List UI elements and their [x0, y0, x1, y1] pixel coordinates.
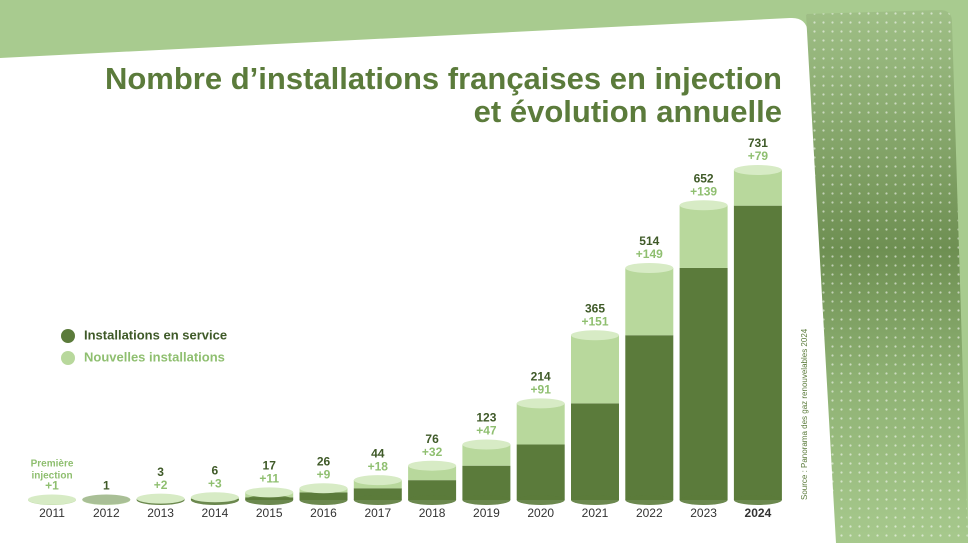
cylinder-top — [28, 495, 76, 505]
bar-segment — [680, 268, 728, 500]
legend-label: Installations en service — [84, 327, 227, 342]
total-label: 3 — [157, 465, 164, 479]
value-label: +149 — [636, 247, 663, 261]
total-label: 26 — [317, 454, 331, 468]
source: Source : Panorama des gaz renouvelables … — [800, 328, 809, 500]
bar-segment — [734, 206, 782, 500]
bar-segment — [462, 466, 510, 500]
value-label: +139 — [690, 184, 717, 198]
value-label: +91 — [531, 383, 552, 397]
x-tick-label: 2014 — [202, 506, 229, 520]
x-tick-label: 2012 — [93, 506, 120, 520]
total-label: 17 — [263, 458, 277, 472]
title-line: et évolution annuelle — [474, 94, 782, 129]
cylinder-bottom — [408, 495, 456, 505]
x-tick-label: 2024 — [745, 506, 772, 520]
bar-segment — [625, 335, 673, 500]
value-label: +3 — [208, 476, 222, 490]
x-tick-label: 2019 — [473, 506, 500, 520]
value-label: +9 — [317, 467, 331, 481]
value-label: +11 — [259, 471, 279, 485]
legend-swatch — [61, 351, 75, 365]
bar-segment — [571, 335, 619, 403]
x-tick-label: 2020 — [527, 506, 554, 520]
cylinder-top — [734, 165, 782, 175]
value-label: +151 — [581, 314, 608, 328]
legend-swatch — [61, 329, 75, 343]
bar-segment — [680, 205, 728, 268]
cylinder-bottom — [517, 495, 565, 505]
x-tick-label: 2016 — [310, 506, 337, 520]
total-label: 514 — [639, 234, 659, 248]
cylinder-bottom — [354, 495, 402, 505]
annotation: Première — [31, 459, 74, 470]
bar-segment — [571, 403, 619, 500]
cylinder-bottom — [680, 495, 728, 505]
value-label: +32 — [422, 445, 443, 459]
cylinder-top — [82, 495, 130, 505]
cylinder-top — [354, 475, 402, 485]
value-label: +47 — [476, 424, 497, 438]
total-label: 123 — [476, 411, 496, 425]
total-label: 76 — [425, 432, 439, 446]
cylinder-top — [245, 487, 293, 497]
x-tick-label: 2011 — [39, 506, 65, 520]
value-label: +2 — [154, 478, 168, 492]
bar-segment — [517, 403, 565, 444]
total-label: 214 — [531, 370, 551, 384]
cylinder-bottom — [300, 495, 348, 505]
title-line: Nombre d’installations françaises en inj… — [105, 61, 782, 96]
cylinder-top — [571, 330, 619, 340]
total-label: 1 — [103, 479, 110, 493]
value-label: +79 — [748, 149, 769, 163]
total-label: 652 — [694, 171, 714, 185]
value-label: +1 — [45, 479, 59, 493]
cylinder-top — [462, 439, 510, 449]
cylinder-top — [625, 263, 673, 273]
x-tick-label: 2015 — [256, 506, 283, 520]
x-tick-label: 2021 — [582, 506, 609, 520]
bar-segment — [734, 170, 782, 206]
x-tick-label: 2017 — [364, 506, 391, 520]
cylinder-top — [191, 492, 239, 502]
cylinder-bottom — [462, 495, 510, 505]
total-label: 6 — [212, 463, 219, 477]
cylinder-bottom — [571, 495, 619, 505]
total-label: 44 — [371, 446, 385, 460]
bar-segment — [517, 444, 565, 500]
x-tick-label: 2013 — [147, 506, 174, 520]
cylinder-top — [300, 483, 348, 493]
cylinder-top — [137, 494, 185, 504]
x-tick-label: 2022 — [636, 506, 663, 520]
cylinder-bottom — [734, 495, 782, 505]
value-label: +18 — [368, 459, 389, 473]
total-label: 731 — [748, 136, 768, 150]
cylinder-top — [680, 200, 728, 210]
cylinder-top — [408, 461, 456, 471]
legend-label: Nouvelles installations — [84, 349, 225, 364]
x-tick-label: 2018 — [419, 506, 446, 520]
total-label: 365 — [585, 301, 605, 315]
cylinder-bottom — [625, 495, 673, 505]
cylinder-top — [517, 398, 565, 408]
x-tick-label: 2023 — [690, 506, 717, 520]
bar-segment — [625, 268, 673, 335]
